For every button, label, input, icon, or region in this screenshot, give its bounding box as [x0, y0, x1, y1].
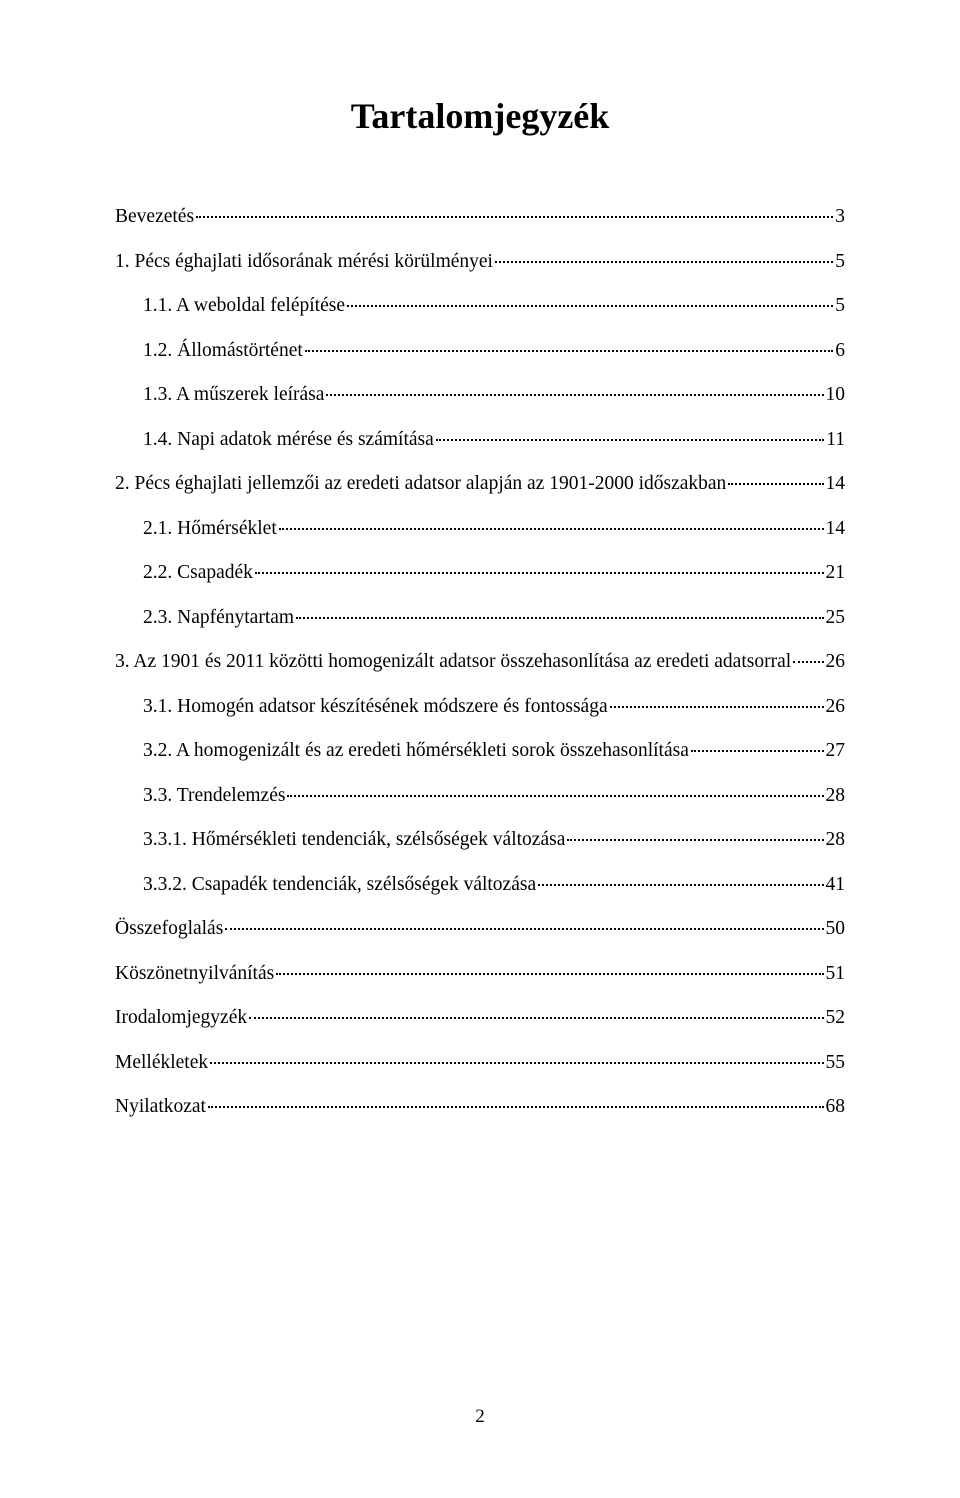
toc-entry: 2.1. Hőmérséklet 14 [115, 519, 845, 539]
toc-entry-page: 68 [826, 1097, 846, 1117]
toc-entry: Bevezetés 3 [115, 207, 845, 227]
toc-entry: 3.3. Trendelemzés 28 [115, 786, 845, 806]
toc-entry: 3.3.2. Csapadék tendenciák, szélsőségek … [115, 875, 845, 895]
toc-entry-page: 55 [826, 1053, 846, 1073]
toc-entry-page: 6 [835, 341, 845, 361]
toc-entry-label: Bevezetés [115, 207, 194, 227]
toc-entry: 1. Pécs éghajlati idősorának mérési körü… [115, 252, 845, 272]
toc-entry-label: 2.3. Napfénytartam [143, 608, 294, 628]
toc-leader-dots [249, 1017, 823, 1019]
toc-entry-label: 3.3.1. Hőmérsékleti tendenciák, szélsősé… [143, 830, 565, 850]
toc-entry-label: Köszönetnyilvánítás [115, 964, 274, 984]
toc-leader-dots [436, 439, 824, 441]
toc-entry-page: 25 [826, 608, 846, 628]
toc-leader-dots [495, 261, 833, 263]
toc-leader-dots [728, 483, 823, 485]
toc-leader-dots [255, 572, 824, 574]
toc-entry-page: 21 [826, 563, 846, 583]
toc-entry: Nyilatkozat 68 [115, 1097, 845, 1117]
toc-entry-page: 27 [826, 741, 846, 761]
toc-entry-label: 1. Pécs éghajlati idősorának mérési körü… [115, 252, 493, 272]
toc-entry: 1.1. A weboldal felépítése 5 [115, 296, 845, 316]
toc-entry-page: 26 [826, 652, 846, 672]
toc-entry-label: 1.2. Állomástörténet [143, 341, 303, 361]
toc-leader-dots [208, 1106, 824, 1108]
toc-entry-label: 1.4. Napi adatok mérése és számítása [143, 430, 434, 450]
toc-entry: 3. Az 1901 és 2011 közötti homogenizált … [115, 652, 845, 672]
toc-entry-label: 3.2. A homogenizált és az eredeti hőmérs… [143, 741, 689, 761]
toc-leader-dots [196, 216, 833, 218]
toc-leader-dots [279, 528, 824, 530]
toc-entry: Köszönetnyilvánítás 51 [115, 964, 845, 984]
toc-leader-dots [276, 973, 823, 975]
toc-entry-label: 3.1. Homogén adatsor készítésének módsze… [143, 697, 608, 717]
toc-entry-label: Irodalomjegyzék [115, 1008, 247, 1028]
toc-leader-dots [793, 661, 823, 663]
toc-entry-page: 50 [826, 919, 846, 939]
toc-leader-dots [567, 839, 823, 841]
toc-list: Bevezetés 3 1. Pécs éghajlati idősorának m… [115, 207, 845, 1117]
toc-entry-page: 11 [826, 430, 845, 450]
toc-entry: 3.3.1. Hőmérsékleti tendenciák, szélsősé… [115, 830, 845, 850]
toc-leader-dots [326, 394, 823, 396]
toc-leader-dots [287, 795, 823, 797]
toc-entry-page: 52 [826, 1008, 846, 1028]
toc-entry-page: 14 [826, 474, 846, 494]
toc-entry: 2.2. Csapadék 21 [115, 563, 845, 583]
toc-leader-dots [210, 1062, 823, 1064]
toc-entry: 3.1. Homogén adatsor készítésének módsze… [115, 697, 845, 717]
toc-entry-page: 28 [826, 786, 846, 806]
toc-entry-page: 51 [826, 964, 846, 984]
toc-entry: 1.3. A műszerek leírása 10 [115, 385, 845, 405]
toc-leader-dots [610, 706, 824, 708]
toc-entry-label: Mellékletek [115, 1053, 208, 1073]
toc-entry: 1.2. Állomástörténet 6 [115, 341, 845, 361]
toc-entry: Mellékletek 55 [115, 1053, 845, 1073]
toc-entry-page: 26 [826, 697, 846, 717]
toc-entry-label: 3.3. Trendelemzés [143, 786, 285, 806]
toc-entry-label: 3. Az 1901 és 2011 közötti homogenizált … [115, 652, 791, 672]
toc-entry-label: 3.3.2. Csapadék tendenciák, szélsőségek … [143, 875, 536, 895]
toc-leader-dots [305, 350, 833, 352]
toc-entry-label: 1.1. A weboldal felépítése [143, 296, 345, 316]
toc-entry-label: Összefoglalás [115, 919, 223, 939]
toc-entry-page: 14 [826, 519, 846, 539]
toc-entry-page: 28 [826, 830, 846, 850]
toc-entry: 3.2. A homogenizált és az eredeti hőmérs… [115, 741, 845, 761]
toc-entry: Irodalomjegyzék 52 [115, 1008, 845, 1028]
toc-entry: 2.3. Napfénytartam 25 [115, 608, 845, 628]
toc-entry-page: 5 [835, 252, 845, 272]
toc-entry-label: 2.2. Csapadék [143, 563, 253, 583]
toc-entry-label: 2.1. Hőmérséklet [143, 519, 277, 539]
toc-leader-dots [538, 884, 823, 886]
page-number: 2 [0, 1406, 960, 1428]
toc-leader-dots [225, 928, 823, 930]
toc-leader-dots [347, 305, 833, 307]
toc-entry: 2. Pécs éghajlati jellemzői az eredeti a… [115, 474, 845, 494]
toc-leader-dots [691, 750, 824, 752]
toc-entry-page: 3 [835, 207, 845, 227]
toc-entry-label: Nyilatkozat [115, 1097, 206, 1117]
toc-entry: Összefoglalás 50 [115, 919, 845, 939]
document-page: Tartalomjegyzék Bevezetés 3 1. Pécs éghajl… [0, 0, 960, 1498]
toc-entry-page: 10 [826, 385, 846, 405]
toc-entry-page: 5 [835, 296, 845, 316]
toc-title: Tartalomjegyzék [115, 95, 845, 137]
toc-entry-page: 41 [826, 875, 846, 895]
toc-entry: 1.4. Napi adatok mérése és számítása 11 [115, 430, 845, 450]
toc-entry-label: 1.3. A műszerek leírása [143, 385, 324, 405]
toc-entry-label: 2. Pécs éghajlati jellemzői az eredeti a… [115, 474, 726, 494]
toc-leader-dots [296, 617, 823, 619]
